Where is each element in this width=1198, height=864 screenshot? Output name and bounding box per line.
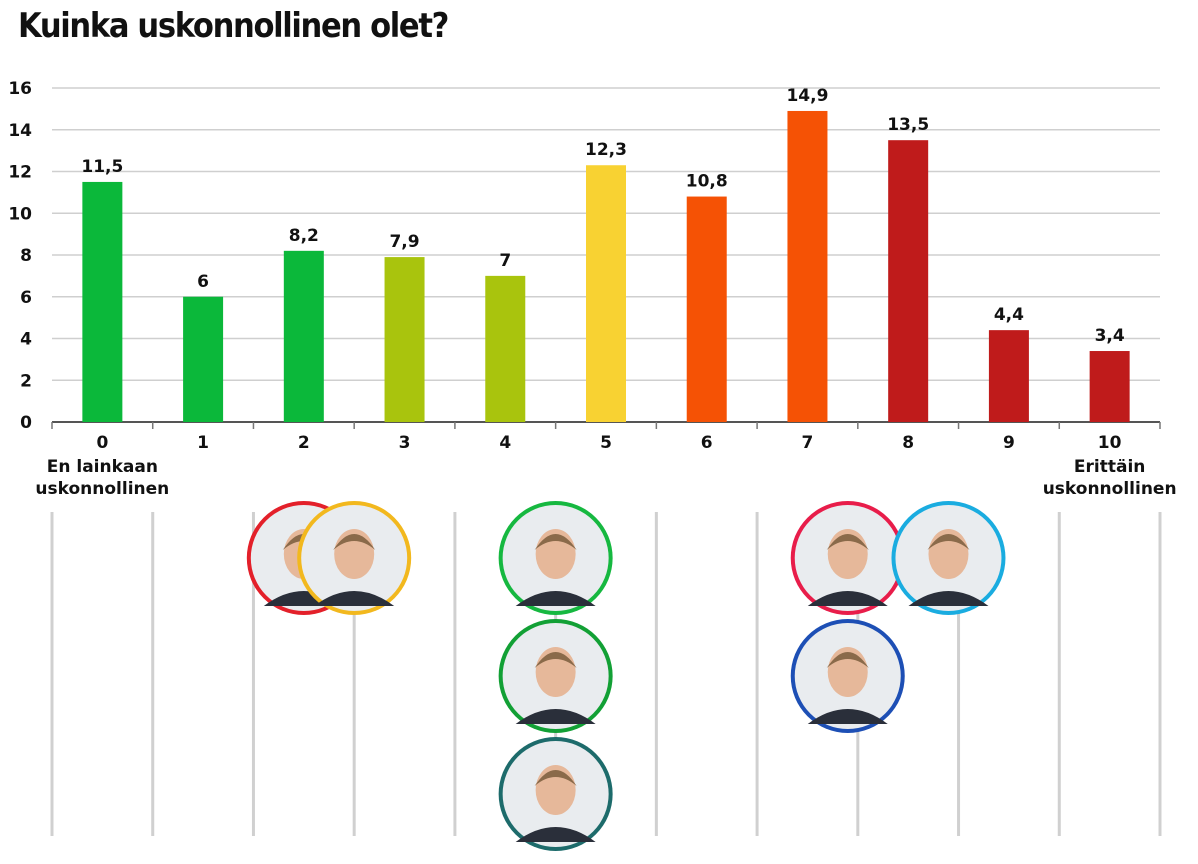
avatar-hair: [927, 534, 970, 550]
avatar-shoulders: [515, 709, 596, 724]
avatar-shoulders: [314, 591, 395, 606]
bar-10: [1089, 351, 1130, 422]
x-tick-label: 9: [1003, 433, 1015, 453]
avatar-hair: [826, 534, 869, 550]
bar-6: [686, 196, 727, 422]
x-tick-label: 6: [701, 433, 713, 453]
avatar-shoulders: [908, 591, 989, 606]
y-tick-label: 0: [20, 413, 32, 433]
x-tick-label: 3: [399, 433, 411, 453]
bar-8: [888, 140, 929, 422]
scale-low-label: uskonnollinen: [35, 479, 169, 499]
y-tick-label: 12: [8, 163, 32, 183]
y-tick-label: 16: [8, 79, 32, 99]
bar-1: [183, 296, 224, 422]
y-tick-label: 4: [20, 330, 32, 350]
value-label: 13,5: [887, 115, 929, 135]
avatar-shoulders: [515, 591, 596, 606]
value-label: 10,8: [686, 172, 728, 192]
avatar-shoulders: [807, 709, 888, 724]
bar-0: [82, 181, 123, 422]
candidate-green-male-2-avatar: [498, 619, 613, 733]
x-tick-label: 0: [96, 433, 108, 453]
chart-title: Kuinka uskonnollinen olet?: [18, 6, 449, 46]
x-tick-label: 8: [902, 433, 914, 453]
avatar-hair: [534, 534, 577, 550]
x-tick-label: 2: [298, 433, 310, 453]
y-tick-label: 2: [20, 371, 32, 391]
avatar-hair: [534, 770, 577, 786]
bar-4: [485, 275, 526, 422]
x-tick-label: 7: [802, 433, 814, 453]
avatar-shoulders: [807, 591, 888, 606]
candidate-blue-male-avatar: [790, 619, 905, 733]
x-tick-label: 4: [499, 433, 511, 453]
candidate-pink-female-avatar: [790, 501, 905, 615]
candidate-blue-female-avatar: [891, 501, 1006, 615]
bar-7: [787, 110, 828, 423]
avatar-shoulders: [515, 827, 596, 842]
value-label: 12,3: [585, 140, 627, 160]
y-tick-label: 8: [20, 246, 32, 266]
value-label: 11,5: [81, 157, 123, 177]
bar-9: [988, 330, 1029, 422]
value-label: 6: [197, 272, 209, 292]
candidate-green-male-1-avatar: [498, 501, 613, 615]
x-tick-label: 10: [1098, 433, 1122, 453]
y-tick-label: 6: [20, 288, 32, 308]
bar-5: [586, 165, 626, 423]
value-label: 7: [499, 251, 511, 271]
value-label: 8,2: [289, 226, 319, 246]
value-label: 3,4: [1095, 326, 1125, 346]
bar-3: [384, 257, 425, 422]
y-tick-label: 10: [8, 204, 32, 224]
y-tick-label: 14: [8, 121, 32, 141]
gridlines: 0 2 4 6 8 10 12 14 16: [8, 79, 1160, 433]
bar-2: [283, 250, 324, 422]
value-label: 14,9: [786, 86, 828, 106]
value-label: 7,9: [389, 232, 419, 252]
scale-high-label: Erittäin: [1074, 457, 1145, 477]
value-label: 4,4: [994, 305, 1024, 325]
avatar-hair: [534, 652, 577, 668]
candidate-yellow-male-avatar: [297, 501, 412, 615]
x-tick-label: 5: [600, 433, 612, 453]
avatar-hair: [333, 534, 376, 550]
scale-high-label: uskonnollinen: [1043, 479, 1177, 499]
candidate-teal-male-avatar: [498, 737, 613, 851]
x-tick-label: 1: [197, 433, 209, 453]
avatar-hair: [826, 652, 869, 668]
scale-low-label: En lainkaan: [47, 457, 158, 477]
